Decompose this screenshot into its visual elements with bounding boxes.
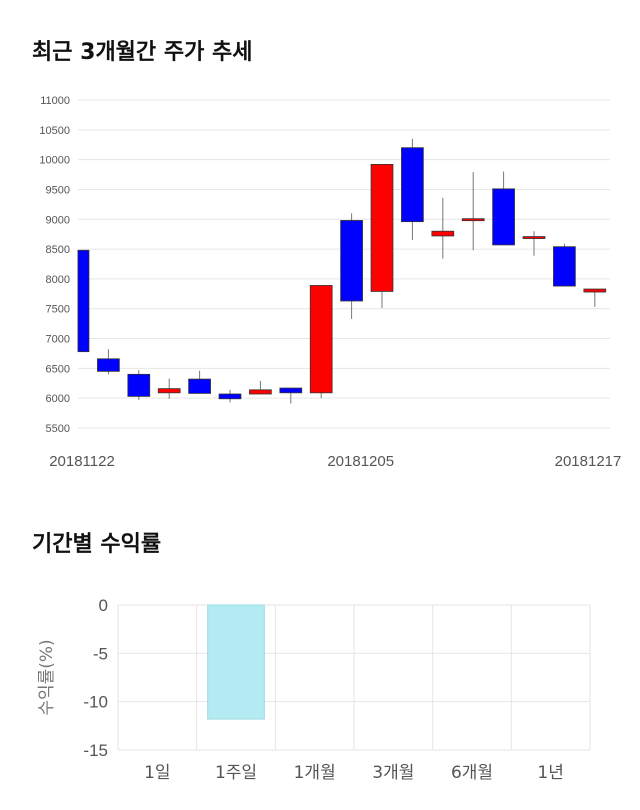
y-tick-label: 10500 — [39, 125, 70, 137]
y-tick-label: 0 — [99, 596, 108, 615]
x-tick-label: 1주일 — [215, 763, 257, 783]
y-tick-label: 10000 — [39, 155, 70, 167]
candle-down — [127, 373, 151, 397]
price-chart-title: 최근 3개월간 주가 추세 — [32, 40, 253, 65]
y-tick-label: 7500 — [46, 304, 70, 316]
candle-up — [157, 388, 181, 394]
y-tick-label: 6500 — [46, 363, 70, 375]
candle-down — [97, 358, 120, 372]
candle-down — [340, 220, 363, 302]
y-axis-label: 수익률(%) — [37, 639, 57, 715]
y-tick-label: 11000 — [40, 95, 70, 107]
candle-up — [370, 164, 394, 292]
returns-chart-title: 기간별 수익률 — [32, 532, 162, 557]
candle-down — [218, 393, 242, 400]
candle-down — [279, 387, 303, 394]
candle-down — [188, 378, 211, 394]
candle-down — [553, 246, 576, 287]
x-tick-label: 1년 — [537, 763, 563, 783]
x-tick-label: 20181217 — [555, 453, 622, 470]
x-tick-label: 20181205 — [327, 453, 394, 470]
candle-up — [431, 230, 455, 237]
candle-up — [249, 389, 272, 395]
x-tick-label: 3개월 — [372, 763, 414, 783]
x-tick-label: 6개월 — [451, 763, 493, 783]
y-tick-label: 9000 — [46, 214, 70, 226]
return-bar — [207, 604, 265, 720]
y-tick-label: 9500 — [46, 184, 70, 196]
x-tick-label: 20181122 — [49, 453, 115, 470]
y-tick-label: 8500 — [46, 244, 70, 256]
y-tick-label: 6000 — [46, 393, 70, 405]
candle-up — [522, 236, 546, 239]
price-candlestick-chart: 5500 6000 6500 7000 7500 8000 8500 9000 9500 1000… — [39, 95, 622, 470]
candle-down — [401, 147, 424, 223]
y-tick-label: 8000 — [46, 274, 70, 286]
y-tick-label: 7000 — [46, 334, 70, 346]
y-tick-label: -5 — [93, 644, 108, 663]
candle-up — [309, 285, 333, 394]
y-tick-label: 5500 — [46, 423, 70, 435]
candle-up — [583, 288, 607, 293]
candle-down — [77, 249, 90, 353]
y-tick-label: -10 — [83, 693, 108, 712]
y-tick-label: -15 — [83, 741, 108, 760]
x-tick-label: 1개월 — [294, 763, 336, 783]
candle-down — [492, 188, 515, 246]
x-tick-label: 1일 — [144, 763, 170, 783]
candle-up — [461, 218, 485, 222]
